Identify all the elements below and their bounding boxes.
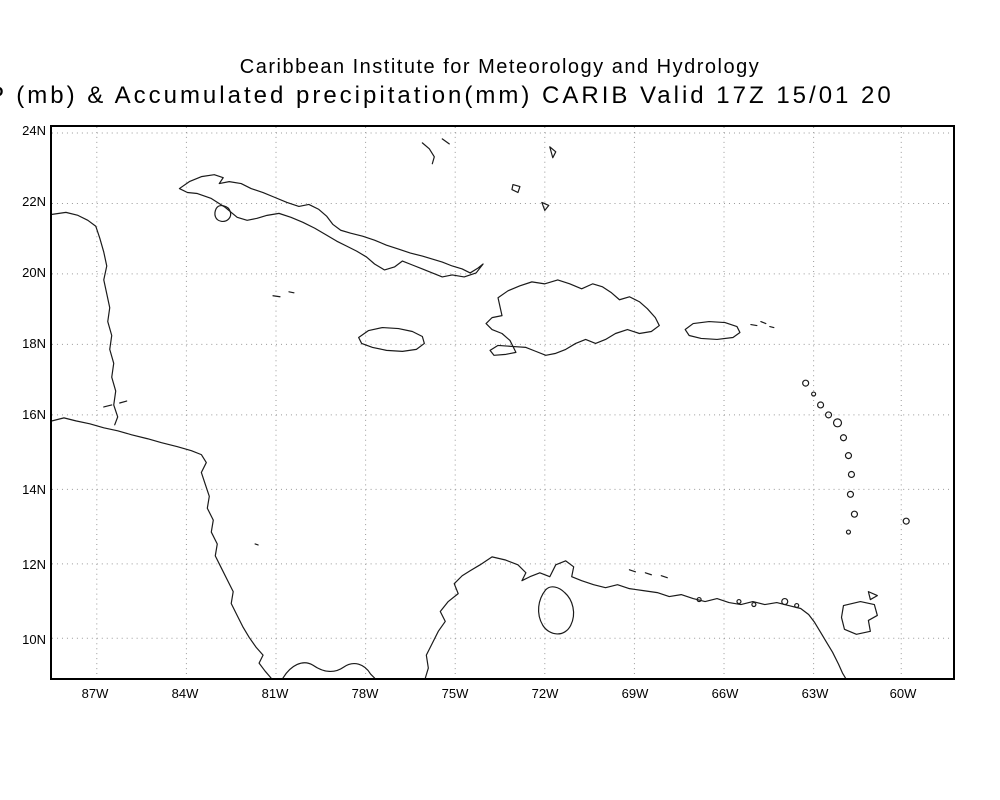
tobago [867, 591, 878, 601]
y-tick-label: 16N [22, 407, 46, 422]
venezuela-islands [696, 596, 800, 609]
x-tick-label: 75W [441, 686, 469, 701]
x-tick-label: 72W [531, 686, 559, 701]
coastline-trinidad [840, 600, 878, 635]
bahamas-islands [421, 138, 557, 211]
x-tick-label: 87W [81, 686, 109, 701]
coastline-map [52, 127, 953, 678]
coastline-puerto-rico [684, 320, 741, 341]
abc-islands [628, 569, 668, 579]
isla-juventud [214, 205, 232, 223]
x-tick-label: 69W [621, 686, 649, 701]
coastline-south-america [424, 556, 847, 678]
lesser-antilles [802, 379, 910, 535]
coastline-cuba [178, 174, 484, 278]
x-tick-label: 60W [889, 686, 917, 701]
y-tick-label: 24N [22, 123, 46, 138]
coastline-honduras-nicaragua-panama [52, 417, 272, 678]
lake-maracaibo [538, 586, 575, 635]
x-tick-label: 81W [261, 686, 289, 701]
small-cay [254, 543, 259, 546]
y-tick-label: 14N [22, 482, 46, 497]
coastline-jamaica [358, 326, 425, 352]
coastline-yucatan-belize [52, 211, 119, 426]
bay-islands [103, 400, 128, 408]
x-tick-label: 66W [711, 686, 739, 701]
y-tick-label: 12N [22, 557, 46, 572]
map-frame [50, 125, 955, 680]
y-tick-label: 20N [22, 265, 46, 280]
cayman-islands [272, 291, 295, 298]
virgin-islands [750, 320, 775, 329]
y-tick-label: 18N [22, 336, 46, 351]
page-title: Caribbean Institute for Meteorology and … [239, 56, 761, 78]
x-tick-label: 78W [351, 686, 379, 701]
map-subtitle: P (mb) & Accumulated precipitation(mm) C… [0, 82, 894, 109]
coastline-panama-bump [282, 662, 376, 678]
x-tick-label: 63W [801, 686, 829, 701]
coastline-hispaniola [485, 279, 660, 356]
y-tick-label: 22N [22, 194, 46, 209]
x-tick-label: 84W [171, 686, 199, 701]
y-tick-label: 10N [22, 632, 46, 647]
grid-lines [52, 127, 953, 678]
